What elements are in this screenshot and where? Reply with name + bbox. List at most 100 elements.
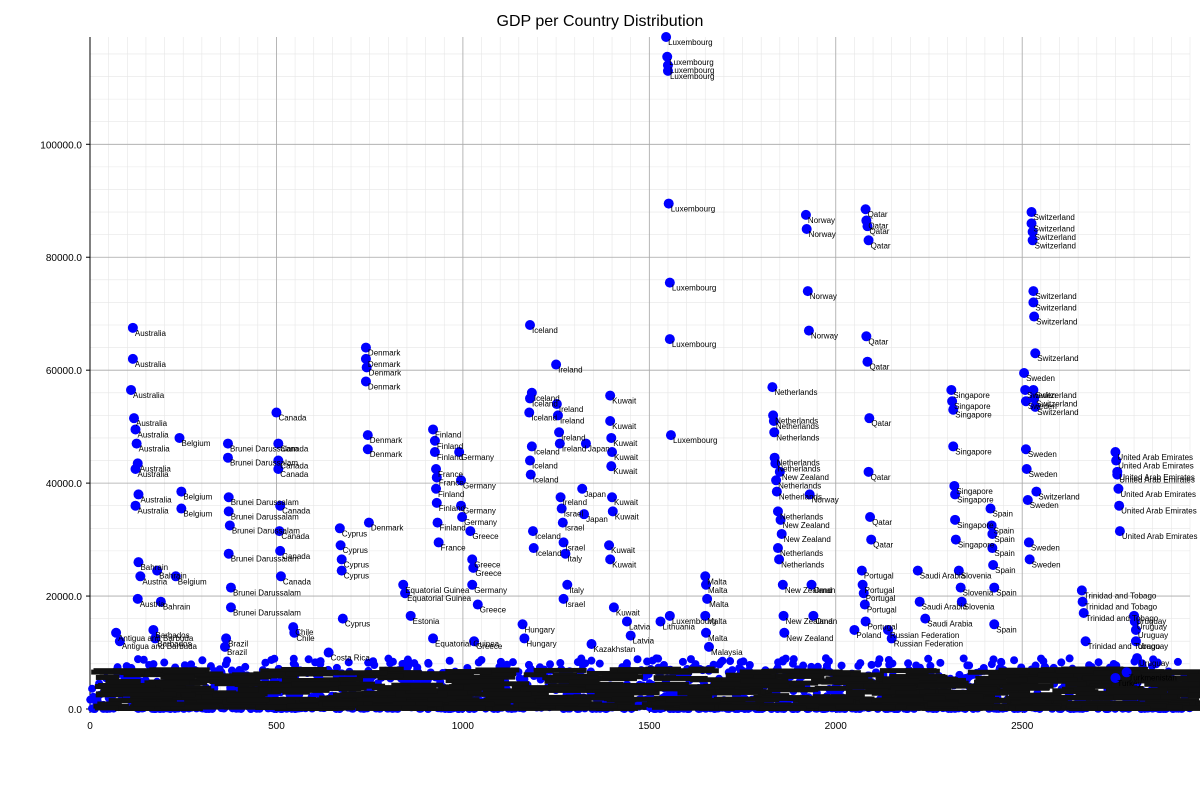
scatter-point <box>496 657 505 666</box>
label-clutter <box>140 696 177 702</box>
label-clutter <box>730 674 754 680</box>
label-clutter <box>617 667 669 673</box>
point-label: Turkey <box>1117 679 1141 688</box>
point-label: Switzerland <box>1037 354 1078 363</box>
y-tick-label: 20000.0 <box>46 592 83 603</box>
point-label: Qatar <box>869 227 889 236</box>
point-label: Switzerland <box>1034 224 1075 233</box>
point-label: Iceland <box>535 532 561 541</box>
scatter-point <box>803 325 814 336</box>
point-label: Singapore <box>953 391 990 400</box>
point-label: Australia <box>136 419 168 428</box>
label-clutter <box>518 691 549 697</box>
scatter-point <box>336 554 347 565</box>
scatter-point <box>625 630 636 641</box>
scatter-point <box>133 557 144 568</box>
scatter-point <box>428 633 439 644</box>
scatter-point <box>111 627 122 638</box>
label-clutter <box>677 690 741 696</box>
scatter-point <box>662 65 673 76</box>
point-label: Costa Rica <box>331 654 371 663</box>
scatter-point <box>271 407 282 418</box>
scatter-point <box>726 657 735 666</box>
label-clutter <box>526 686 578 692</box>
scatter-point <box>508 658 517 667</box>
scatter-point <box>474 658 483 667</box>
point-label: Sweden <box>1026 374 1055 383</box>
point-label: Bahrain <box>163 603 191 612</box>
label-clutter <box>1097 705 1151 711</box>
label-clutter <box>739 669 777 675</box>
scatter-point <box>1078 608 1089 618</box>
label-clutter <box>469 681 530 687</box>
label-clutter <box>95 674 120 680</box>
label-clutter <box>453 678 505 684</box>
scatter-point <box>1114 526 1125 537</box>
point-label: Qatar <box>871 241 891 250</box>
label-clutter <box>967 669 1015 675</box>
label-clutter <box>710 681 769 687</box>
scatter-point <box>948 404 959 415</box>
point-label: France <box>438 470 463 479</box>
scatter-point <box>170 571 181 582</box>
point-label: Belgium <box>183 493 212 502</box>
label-clutter <box>1037 672 1100 678</box>
label-clutter <box>285 671 334 677</box>
scatter-point <box>882 624 893 635</box>
label-clutter <box>97 701 122 707</box>
point-label: Canada <box>280 470 309 479</box>
scatter-point <box>261 658 270 667</box>
label-clutter <box>116 691 177 697</box>
point-label: Sweden <box>1029 470 1058 479</box>
label-clutter <box>1151 676 1200 682</box>
label-clutter <box>374 673 404 679</box>
point-label: Sweden <box>1027 391 1056 400</box>
label-clutter <box>260 668 295 674</box>
point-label: Greece <box>472 532 499 541</box>
label-clutter <box>757 693 790 699</box>
point-label: Germany <box>464 518 497 527</box>
point-label: Norway <box>809 230 836 239</box>
label-clutter <box>767 687 815 693</box>
point-label: Barbados <box>157 639 191 648</box>
scatter-point <box>701 579 711 590</box>
scatter-point <box>135 571 146 582</box>
scatter-point <box>959 654 968 663</box>
label-clutter <box>406 701 443 707</box>
label-clutter <box>713 696 777 702</box>
label-clutter <box>654 675 708 681</box>
label-clutter <box>968 683 1001 689</box>
label-clutter <box>908 675 938 681</box>
label-clutter <box>128 683 186 689</box>
scatter-point <box>528 543 539 554</box>
point-label: Netherlands <box>777 464 820 473</box>
scatter-point <box>701 627 711 638</box>
label-clutter <box>95 691 124 697</box>
label-clutter <box>395 692 448 698</box>
scatter-point <box>424 658 433 667</box>
scatter-point <box>863 466 874 477</box>
point-label: New Zealand <box>782 473 829 482</box>
scatter-point <box>139 655 148 664</box>
point-label: Kuwait <box>612 397 637 406</box>
point-label: Saudi Arabia <box>922 603 968 612</box>
point-label: Kuwait <box>613 439 638 448</box>
label-clutter <box>845 684 877 690</box>
label-clutter <box>518 702 541 708</box>
point-label: Antigua and Barbuda <box>118 634 194 643</box>
scatter-point <box>1028 286 1039 297</box>
scatter-point <box>767 382 778 393</box>
point-label: Luxembourg <box>670 66 714 75</box>
scatter-point <box>398 579 409 590</box>
label-clutter <box>463 685 505 691</box>
label-clutter <box>938 689 1000 695</box>
point-label: Cyprus <box>343 546 368 555</box>
scatter-point <box>515 674 524 683</box>
point-label: Slovenia <box>964 603 995 612</box>
point-label: Netherlands <box>779 493 822 502</box>
point-label: Qatar <box>868 222 888 231</box>
scatter-point <box>604 540 615 551</box>
scatter-point <box>691 660 700 669</box>
scatter-point <box>456 500 467 511</box>
point-label: Netherlands <box>780 549 823 558</box>
